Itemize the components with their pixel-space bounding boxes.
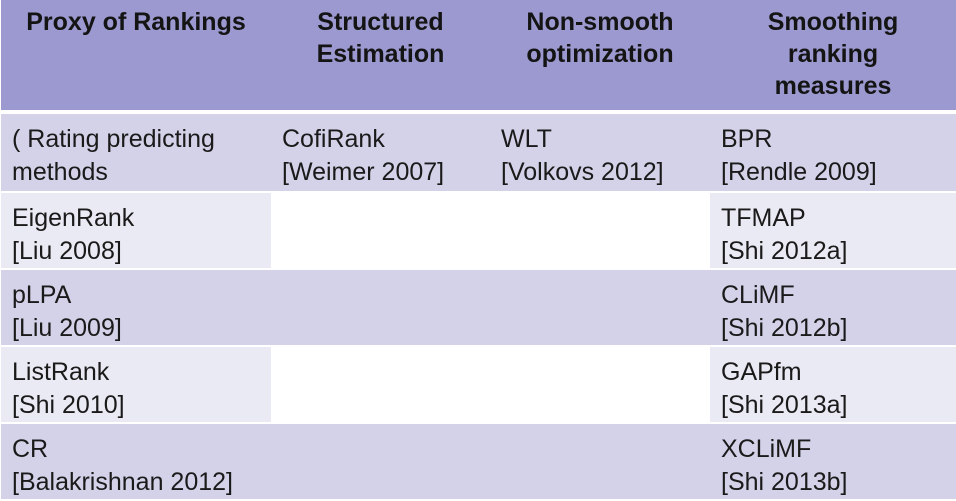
header-text: measures (774, 72, 892, 100)
cell-text: [Volkovs 2012] (501, 158, 664, 186)
table-cell-empty (271, 192, 490, 270)
header-text: Estimation (316, 40, 445, 68)
cell-text: [Shi 2012a] (721, 237, 848, 265)
cell-text: [Shi 2013a] (721, 391, 848, 419)
header-text: Proxy of Rankings (26, 8, 246, 36)
cell-text: [Shi 2010] (12, 391, 125, 419)
cell-text: [Shi 2012b] (721, 314, 848, 342)
table-cell: ListRank [Shi 2010] (1, 346, 271, 424)
header-text: Structured (317, 8, 444, 36)
header-non-smooth-optimization: Non-smooth optimization (490, 0, 710, 114)
cell-text: TFMAP (721, 204, 806, 232)
header-text: optimization (526, 40, 674, 68)
cell-text: GAPfm (721, 358, 802, 386)
table-cell: BPR [Rendle 2009] (710, 112, 956, 193)
table-cell: EigenRank [Liu 2008] (1, 192, 271, 270)
table-row: EigenRank [Liu 2008] TFMAP [Shi 2012a] (1, 192, 956, 270)
table-cell: GAPfm [Shi 2013a] (710, 346, 956, 424)
table-cell-empty (271, 346, 490, 424)
cell-text: BPR (721, 125, 773, 153)
table-cell: CLiMF [Shi 2012b] (710, 269, 956, 347)
header-text: Non-smooth (526, 8, 674, 36)
cell-text: [Liu 2008] (12, 237, 122, 265)
cell-text: pLPA (12, 281, 72, 309)
table-cell-empty (490, 423, 710, 501)
header-text: ranking (787, 40, 879, 68)
cell-text: [Balakrishnan 2012] (12, 468, 233, 496)
table-cell: TFMAP [Shi 2012a] (710, 192, 956, 270)
cell-text: [Rendle 2009] (721, 158, 877, 186)
header-structured-estimation: Structured Estimation (271, 0, 490, 114)
table-row: pLPA [Liu 2009] CLiMF [Shi 2012b] (1, 269, 956, 347)
cell-text: CofiRank (282, 125, 385, 153)
table-cell: XCLiMF [Shi 2013b] (710, 423, 956, 501)
table-cell-empty (271, 269, 490, 347)
cell-text: XCLiMF (721, 435, 812, 463)
table-header-row: Proxy of Rankings Structured Estimation … (1, 0, 956, 114)
cell-text: [Liu 2009] (12, 314, 122, 342)
table-cell: CofiRank [Weimer 2007] (271, 112, 490, 193)
header-text: Smoothing (767, 8, 899, 36)
table-cell: WLT [Volkovs 2012] (490, 112, 710, 193)
cell-text: CR (12, 435, 49, 463)
header-proxy-of-rankings: Proxy of Rankings (1, 0, 271, 114)
cell-text: ListRank (12, 358, 110, 386)
cell-text: WLT (501, 125, 552, 153)
cell-text: [Weimer 2007] (282, 158, 445, 186)
table-row: CR [Balakrishnan 2012] XCLiMF [Shi 2013b… (1, 423, 956, 501)
cell-text: ( Rating predicting (12, 125, 215, 153)
table-cell-empty (490, 346, 710, 424)
table-cell-empty (490, 192, 710, 270)
table-row: ( Rating predicting methods CofiRank [We… (1, 112, 956, 193)
cell-text: [Shi 2013b] (721, 468, 848, 496)
table-cell: CR [Balakrishnan 2012] (1, 423, 271, 501)
table-cell: ( Rating predicting methods (1, 112, 271, 193)
table-cell: pLPA [Liu 2009] (1, 269, 271, 347)
header-smoothing-ranking-measures: Smoothing ranking measures (710, 0, 956, 114)
cell-text: methods (12, 158, 108, 186)
cell-text: CLiMF (721, 281, 795, 309)
cell-text: EigenRank (12, 204, 135, 232)
table-row: ListRank [Shi 2010] GAPfm [Shi 2013a] (1, 346, 956, 424)
table-cell-empty (490, 269, 710, 347)
table-cell-empty (271, 423, 490, 501)
